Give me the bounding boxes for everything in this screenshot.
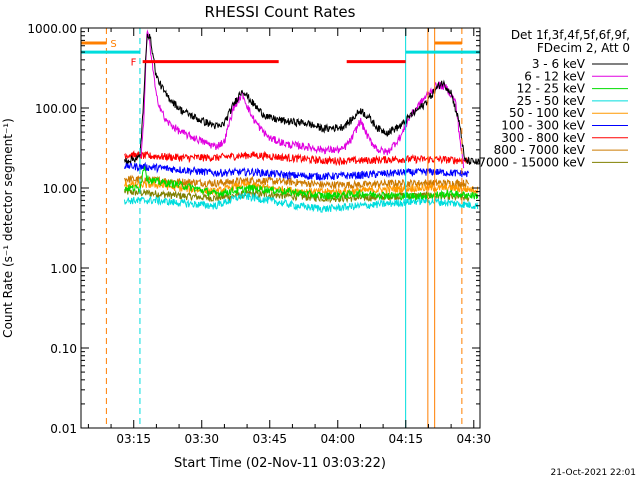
- y-tick-label-2: 10.00: [43, 182, 77, 196]
- x-tick-label-4: 04:15: [388, 432, 423, 446]
- chart-title: RHESSI Count Rates: [205, 3, 356, 21]
- y-tick-label-3: 1.00: [50, 262, 77, 276]
- footer-date: 21-Oct-2021 22:01: [551, 468, 636, 478]
- legend-label-2: 12 - 25 keV: [517, 82, 586, 96]
- legend-label-8: 7000 - 15000 keV: [478, 155, 585, 169]
- legend-header-line-1: Det 1f,3f,4f,5f,6f,9f,: [511, 28, 630, 42]
- state-bar-label-1: F: [131, 58, 137, 69]
- y-tick-label-0: 1000.00: [27, 22, 77, 36]
- y-tick-label-1: 100.00: [35, 102, 77, 116]
- legend-label-5: 100 - 300 keV: [501, 119, 585, 133]
- series-line-0: [124, 33, 480, 165]
- plot-frame: [80, 27, 481, 429]
- legend: Det 1f,3f,4f,5f,6f,9f, FDecim 2, Att 0 3…: [478, 28, 630, 169]
- legend-label-7: 800 - 7000 keV: [494, 143, 586, 157]
- legend-label-4: 50 - 100 keV: [509, 106, 586, 120]
- legend-label-6: 300 - 800 keV: [501, 131, 585, 145]
- legend-header-line-2: FDecim 2, Att 0: [537, 41, 630, 55]
- state-bar-label-0: S: [110, 39, 116, 50]
- y-tick-label-5: 0.01: [50, 422, 77, 436]
- series-line-6: [124, 150, 470, 167]
- legend-label-0: 3 - 6 keV: [532, 57, 586, 71]
- plot-area: [81, 28, 480, 428]
- series-line-2: [124, 165, 479, 202]
- legend-label-3: 25 - 50 keV: [517, 94, 586, 108]
- y-tick-label-4: 0.10: [50, 342, 77, 356]
- x-axis-label: Start Time (02-Nov-11 03:03:22): [174, 456, 386, 471]
- x-tick-label-3: 04:00: [320, 432, 355, 446]
- y-axis-label: Count Rate (s⁻¹ detector segment⁻¹): [1, 118, 15, 338]
- x-tick-label-5: 04:30: [456, 432, 491, 446]
- x-tick-label-0: 03:15: [116, 432, 151, 446]
- x-tick-label-2: 03:45: [252, 432, 287, 446]
- x-tick-label-1: 03:30: [184, 432, 219, 446]
- series-line-5: [124, 161, 470, 181]
- legend-label-1: 6 - 12 keV: [524, 69, 586, 83]
